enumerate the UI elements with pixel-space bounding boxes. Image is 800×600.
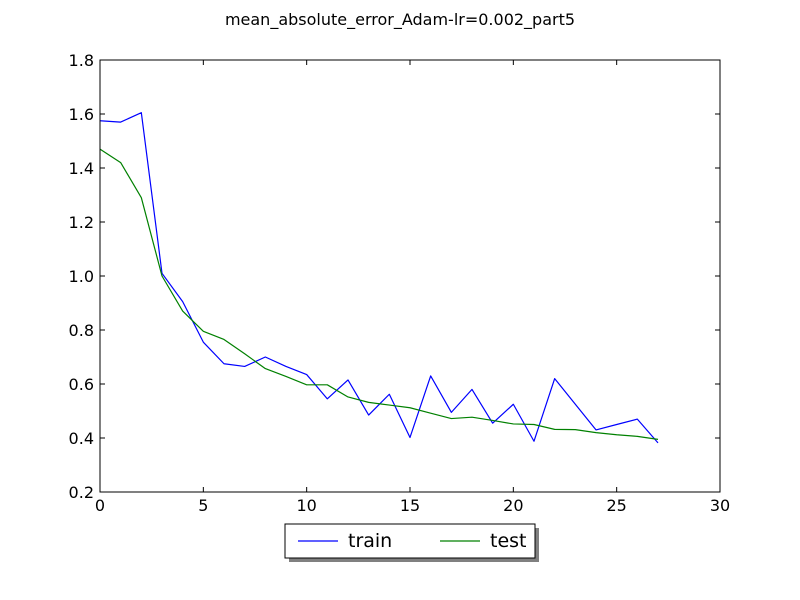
y-tick-label: 0.8 xyxy=(69,321,94,340)
y-tick-label: 1.8 xyxy=(69,51,94,70)
y-tick-label: 0.4 xyxy=(69,429,94,448)
y-tick-label: 0.2 xyxy=(69,483,94,502)
x-tick-label: 20 xyxy=(503,496,523,515)
legend: train test xyxy=(284,523,539,562)
x-tick-label: 0 xyxy=(95,496,105,515)
x-tick-label: 25 xyxy=(606,496,626,515)
y-tick-label: 1.2 xyxy=(69,213,94,232)
y-tick-label: 1.6 xyxy=(69,105,94,124)
y-tick-label: 1.4 xyxy=(69,159,94,178)
x-tick-label: 15 xyxy=(400,496,420,515)
series-line-test xyxy=(99,148,659,440)
x-tick-label: 10 xyxy=(296,496,316,515)
x-tick-label: 30 xyxy=(710,496,730,515)
series-layer xyxy=(99,112,659,444)
chart-title: mean_absolute_error_Adam-lr=0.002_part5 xyxy=(225,10,575,30)
y-axis-ticks: 0.2 0.4 0.6 0.8 1.0 1.2 1.4 1.6 1.8 xyxy=(69,51,720,502)
legend-label-train: train xyxy=(348,530,392,552)
x-tick-label: 5 xyxy=(198,496,208,515)
x-axis-ticks: 0 5 10 15 20 25 30 xyxy=(95,60,730,515)
y-tick-label: 1.0 xyxy=(69,267,94,286)
y-tick-label: 0.6 xyxy=(69,375,94,394)
legend-label-test: test xyxy=(490,530,527,552)
